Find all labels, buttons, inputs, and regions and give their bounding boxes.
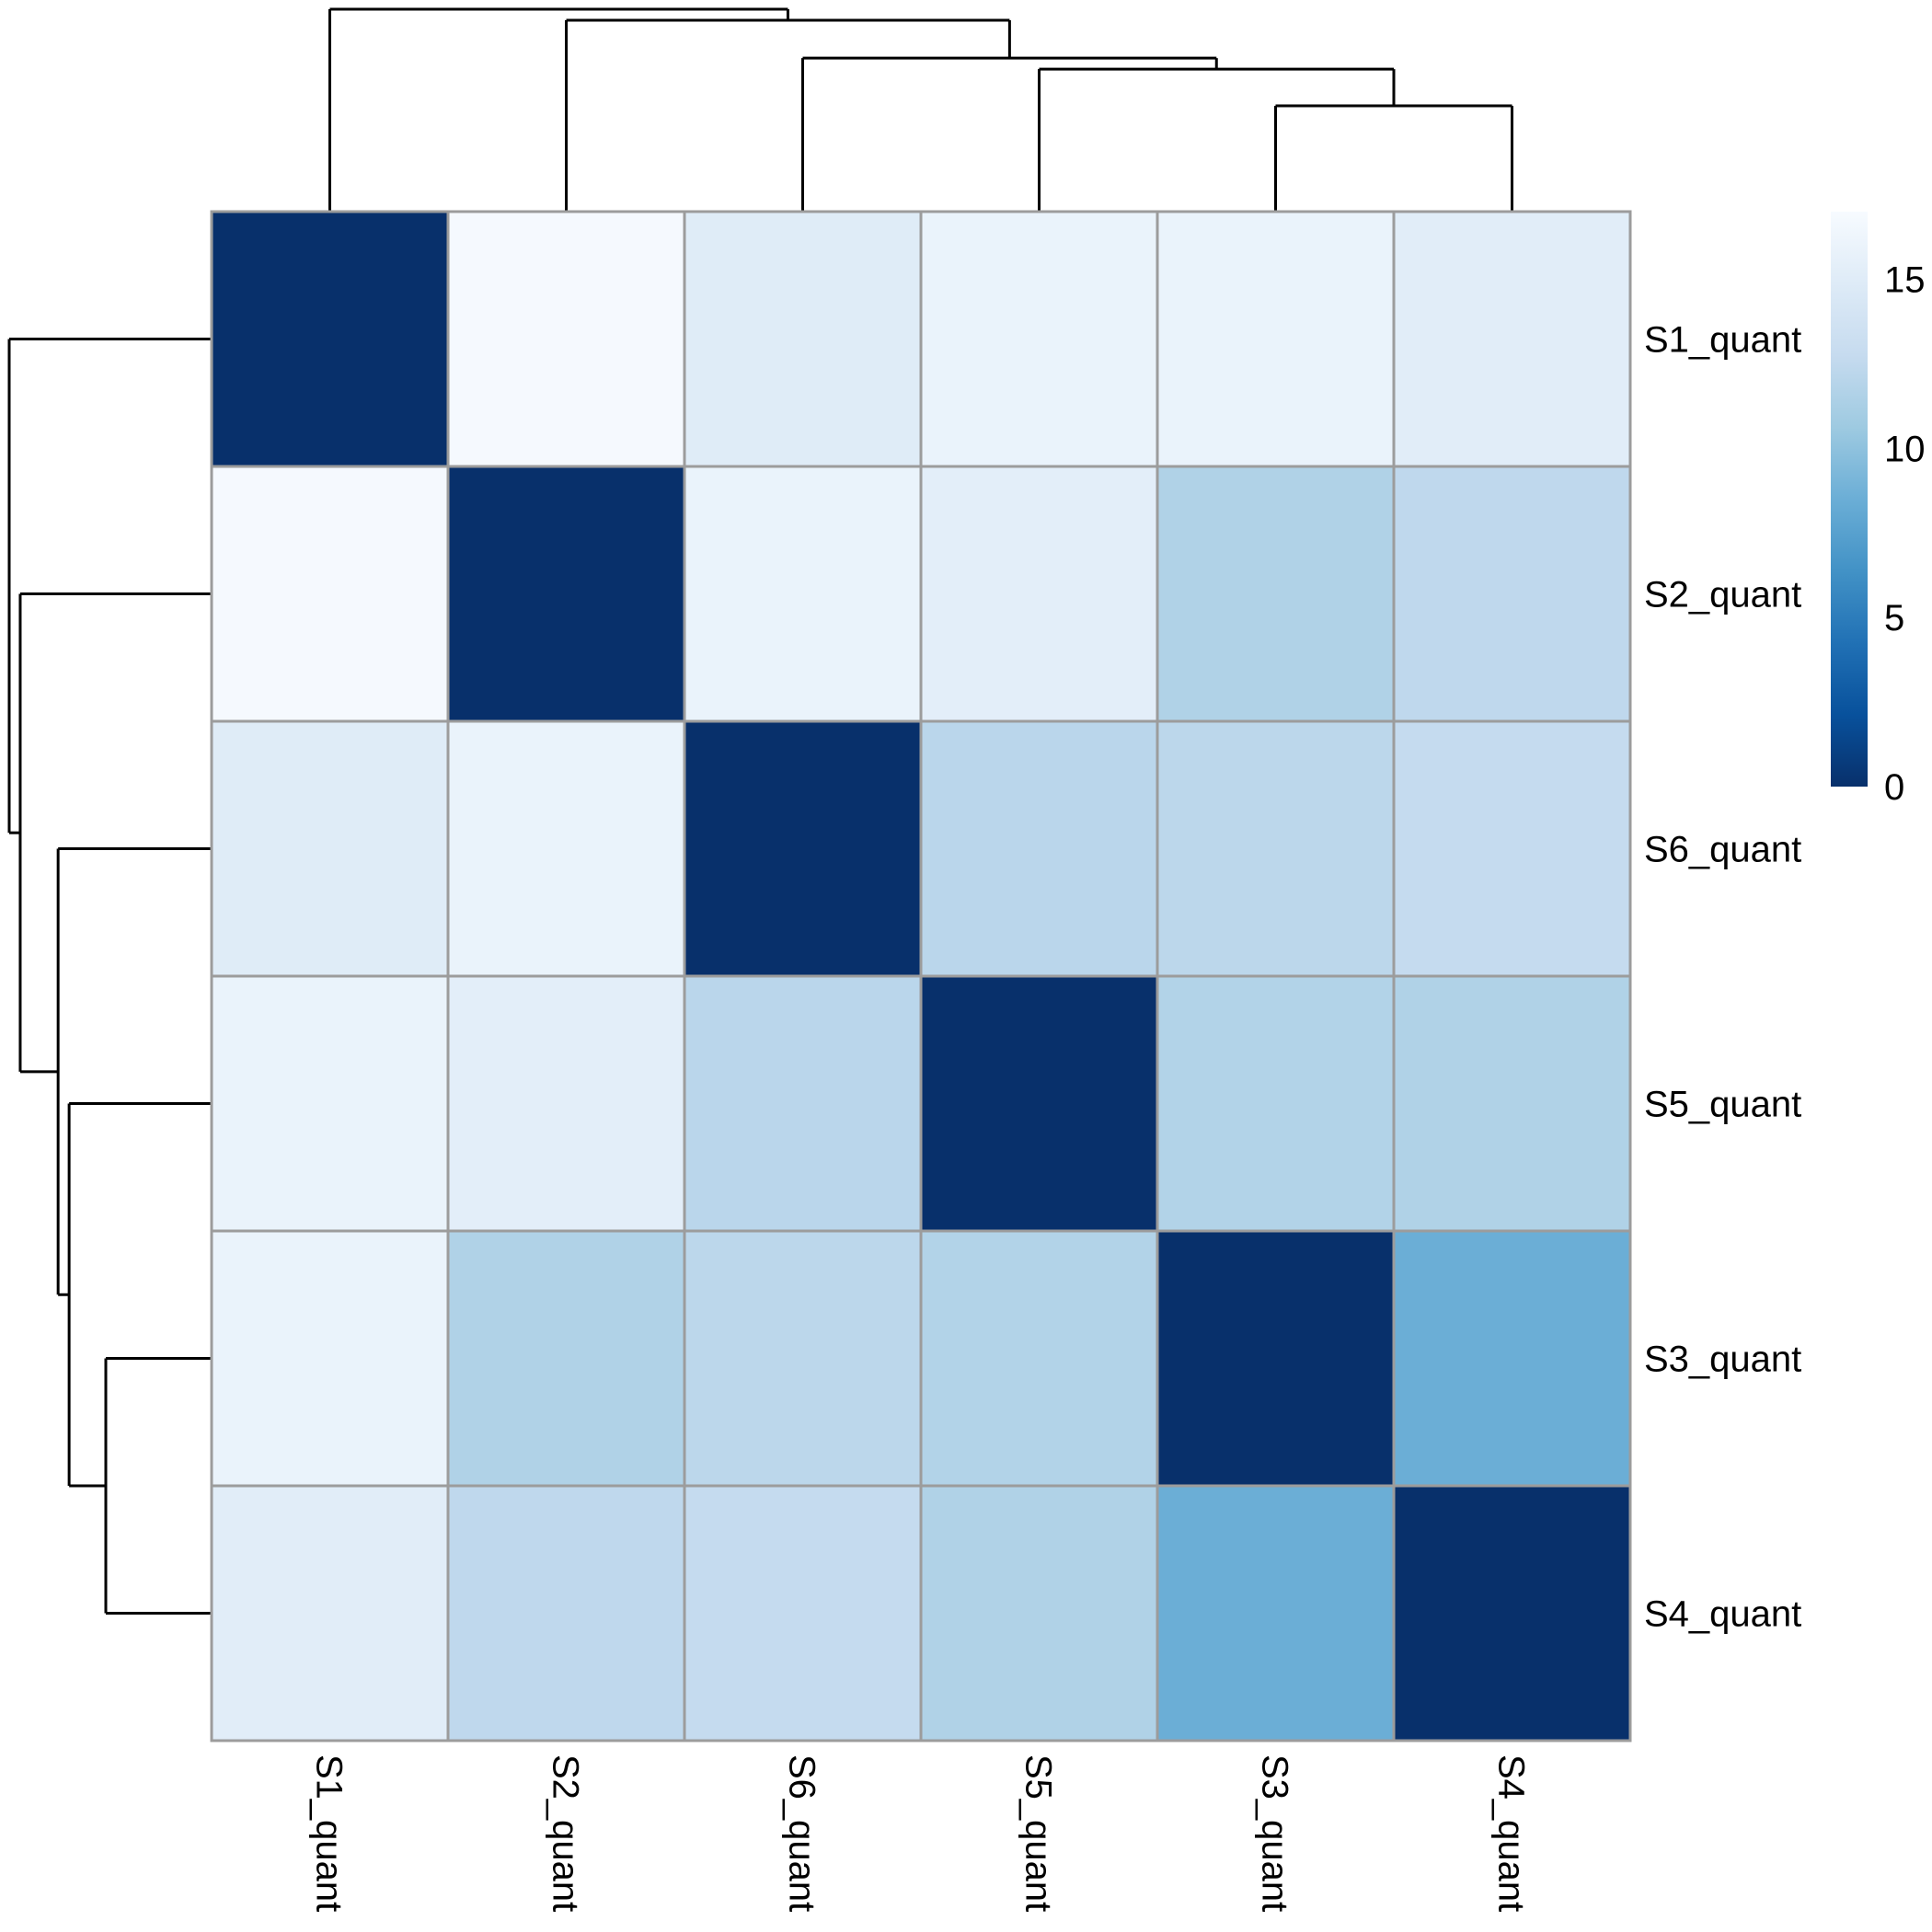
- row-dendrogram: [7, 338, 212, 1615]
- heatmap-cell: [210, 1484, 450, 1742]
- heatmap-cell: [446, 1484, 686, 1742]
- row-label: S1_quant: [1644, 320, 1801, 361]
- heatmap-cell: [683, 210, 923, 468]
- heatmap-cell: [1392, 465, 1632, 723]
- column-dendrogram: [328, 7, 1513, 212]
- heatmap-cell: [446, 465, 686, 723]
- heatmap-cell: [683, 719, 923, 978]
- heatmap-cell: [210, 719, 450, 978]
- heatmap-cell: [919, 1484, 1159, 1742]
- legend-tick-label: 15: [1884, 260, 1926, 301]
- column-label: S2_quant: [546, 1754, 586, 1912]
- heatmap-cell: [1392, 719, 1632, 978]
- heatmap-cell: [1156, 974, 1396, 1233]
- heatmap-cell: [1392, 974, 1632, 1233]
- heatmap-cell: [1156, 210, 1396, 468]
- heatmap-cell: [919, 1229, 1159, 1488]
- legend-tick-label: 10: [1884, 429, 1926, 469]
- heatmap-cell: [1156, 719, 1396, 978]
- heatmap-cell: [446, 974, 686, 1233]
- heatmap-cell: [683, 465, 923, 723]
- column-label: S5_quant: [1018, 1754, 1059, 1912]
- heatmap-cell: [683, 974, 923, 1233]
- column-label: S3_quant: [1255, 1754, 1295, 1912]
- heatmap-cell: [919, 210, 1159, 468]
- column-label: S6_quant: [782, 1754, 822, 1912]
- heatmap-cell: [1156, 1484, 1396, 1742]
- heatmap-cell: [1156, 465, 1396, 723]
- heatmap-cell: [1392, 1484, 1632, 1742]
- row-label: S3_quant: [1644, 1340, 1801, 1380]
- color-legend: 0 5 10 15: [1831, 212, 1926, 808]
- heatmap-cell: [446, 210, 686, 468]
- legend-color-bar: [1831, 212, 1868, 787]
- heatmap-cell: [1156, 1229, 1396, 1488]
- row-labels: S1_quant S2_quant S6_quant S5_quant S3_quant…: [1644, 320, 1801, 1635]
- heatmap-cell: [210, 974, 450, 1233]
- legend-tick-label: 5: [1884, 598, 1904, 638]
- heatmap-cell: [210, 465, 450, 723]
- heatmap-cell: [919, 465, 1159, 723]
- heatmap-cell: [919, 974, 1159, 1233]
- column-label: S4_quant: [1491, 1754, 1532, 1912]
- row-label: S6_quant: [1644, 830, 1801, 870]
- heatmap-cell: [210, 1229, 450, 1488]
- heatmap-cell: [446, 719, 686, 978]
- heatmap-cell: [683, 1484, 923, 1742]
- row-label: S4_quant: [1644, 1594, 1801, 1635]
- legend-tick-label: 0: [1884, 767, 1904, 808]
- heatmap-cells: [210, 210, 1632, 1742]
- heatmap-cell: [1392, 210, 1632, 468]
- heatmap-cell: [210, 210, 450, 468]
- heatmap-cell: [683, 1229, 923, 1488]
- column-labels: S1_quant S2_quant S6_quant S5_quant S3_quant…: [309, 1754, 1532, 1912]
- heatmap-cell: [446, 1229, 686, 1488]
- row-label: S5_quant: [1644, 1085, 1801, 1125]
- row-label: S2_quant: [1644, 575, 1801, 615]
- column-label: S1_quant: [309, 1754, 350, 1912]
- heatmap-cell: [1392, 1229, 1632, 1488]
- heatmap-cell: [919, 719, 1159, 978]
